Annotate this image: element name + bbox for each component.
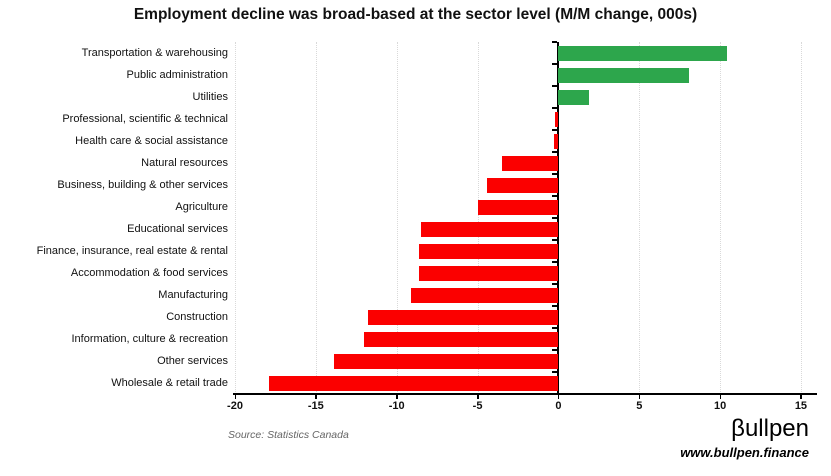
category-label: Health care & social assistance [75, 134, 228, 147]
x-axis-tick [234, 394, 236, 399]
category-label: Public administration [126, 68, 229, 81]
chart-bar [411, 287, 559, 303]
page-title: Employment decline was broad-based at th… [133, 6, 698, 23]
row-tick [552, 195, 558, 197]
chart-bar [419, 243, 559, 259]
gridline [315, 42, 317, 394]
x-tick-label: 10 [713, 400, 727, 412]
category-label: Business, building & other services [57, 178, 228, 191]
category-label: Agriculture [175, 200, 228, 213]
brand: βullpen www.bullpen.finance [680, 415, 809, 460]
row-tick [552, 173, 558, 175]
chart-bar [553, 133, 559, 149]
brand-logo: βullpen [731, 415, 809, 442]
category-label: Information, culture & recreation [71, 332, 228, 345]
row-tick [552, 327, 558, 329]
x-tick-label: -20 [227, 400, 243, 412]
x-tick-label: 15 [794, 400, 808, 412]
x-axis [233, 393, 817, 395]
category-label: Transportation & warehousing [81, 46, 228, 59]
chart-bar [419, 265, 559, 281]
gridline [639, 42, 641, 394]
chart-bar [487, 177, 559, 193]
chart-bar [555, 111, 559, 127]
brand-website: www.bullpen.finance [680, 444, 809, 460]
gridline [396, 42, 398, 394]
row-tick [552, 41, 558, 43]
x-axis-tick [315, 394, 317, 399]
row-tick [552, 107, 558, 109]
row-tick [552, 239, 558, 241]
row-tick [552, 63, 558, 65]
source-note: Source: Statistics Canada [228, 429, 349, 441]
category-label: Accommodation & food services [70, 266, 228, 279]
row-tick [552, 393, 558, 395]
gridline [720, 42, 722, 394]
row-tick [552, 305, 558, 307]
chart-bar [501, 155, 559, 171]
row-tick [552, 151, 558, 153]
gridline [800, 42, 802, 394]
row-tick [552, 217, 558, 219]
chart-bar [420, 221, 559, 237]
row-tick [552, 85, 558, 87]
x-tick-label: -10 [388, 400, 405, 412]
category-label: Wholesale & retail trade [111, 376, 228, 389]
chart-bar [364, 331, 559, 347]
x-axis-tick [800, 394, 802, 399]
category-label: Manufacturing [158, 288, 228, 301]
chart-bar [558, 45, 727, 61]
x-axis-tick [719, 394, 722, 399]
category-label: Utilities [192, 90, 228, 103]
gridline [477, 42, 479, 394]
chart-bar [333, 353, 559, 369]
chart-bar [367, 309, 559, 325]
chart-bar [268, 375, 559, 391]
row-tick [552, 349, 558, 351]
chart-bar [477, 199, 559, 215]
category-label: Finance, insurance, real estate & rental [36, 244, 228, 257]
category-label: Educational services [127, 222, 228, 235]
x-axis-tick [638, 394, 641, 399]
row-tick [552, 129, 558, 131]
row-tick [552, 261, 558, 263]
chart-bar [558, 67, 690, 83]
x-tick-label: -15 [307, 400, 324, 412]
chart-bar [558, 89, 590, 105]
x-tick-label: 5 [636, 400, 643, 412]
row-tick [552, 371, 558, 373]
x-axis-tick [557, 394, 560, 399]
x-axis-tick [477, 394, 479, 399]
x-tick-label: 0 [555, 400, 562, 412]
row-tick [552, 283, 558, 285]
category-label: Construction [166, 310, 228, 323]
gridline [235, 42, 236, 394]
category-label: Other services [157, 354, 228, 367]
category-label: Natural resources [141, 156, 228, 169]
x-tick-label: -5 [472, 400, 483, 412]
category-label: Professional, scientific & technical [62, 112, 228, 125]
x-axis-tick [396, 394, 398, 399]
zero-axis [557, 42, 560, 394]
